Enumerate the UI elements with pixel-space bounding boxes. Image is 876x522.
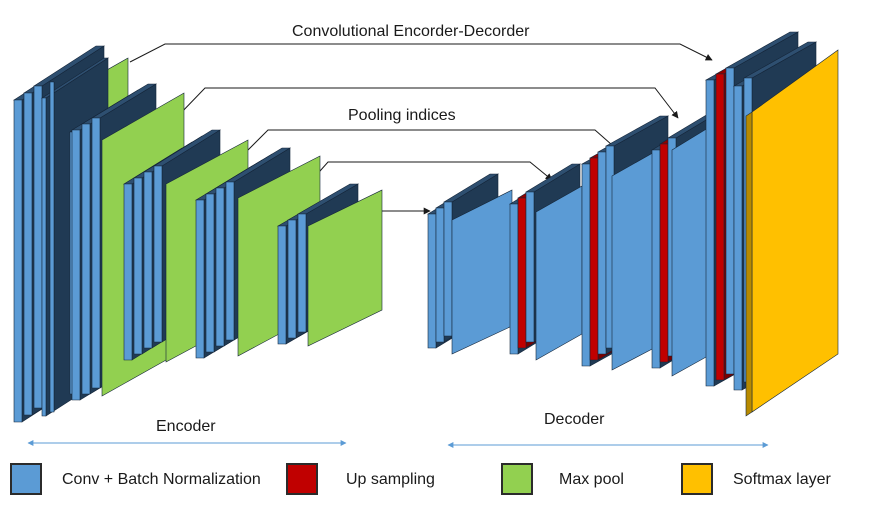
enc4-conv-2-front: [215, 187, 225, 347]
enc3-conv-2-front: [143, 171, 153, 349]
dec1-conv-2-front: [443, 201, 453, 337]
dec3-layer-2-front: [597, 151, 607, 355]
dec2-layer-2-front: [525, 191, 535, 343]
dec2-layer-1-front: [517, 197, 527, 349]
dec5-layer-1-front: [715, 73, 725, 381]
skip-arrow-2: [177, 87, 679, 119]
skip-arrow-4: [311, 161, 553, 181]
enc4-conv-0-front: [195, 199, 205, 359]
enc2-conv-3-front: [91, 117, 101, 389]
enc5-conv-2-front: [297, 213, 307, 333]
dec4-layer-1-front: [659, 143, 669, 363]
enc1-edge-front: [49, 81, 55, 413]
dec3-conv-face: [611, 149, 659, 371]
dec2-conv-face: [535, 185, 583, 361]
enc3-conv-0-front: [123, 183, 133, 361]
legend-swatch-maxpool: [501, 463, 533, 495]
pooling-indices-label: Pooling indices: [348, 107, 456, 124]
skip-arrow-1: [129, 43, 713, 63]
dec2-layer-0-front: [509, 203, 519, 355]
enc1-conv-0-front: [13, 99, 23, 423]
dec1-conv-0-front: [427, 213, 437, 349]
dec5-layer-0-front: [705, 79, 715, 387]
enc1-conv-2-front: [33, 85, 43, 409]
dec3-layer-1-front: [589, 157, 599, 361]
dec5-layer-2-front: [725, 67, 735, 375]
skip-arrow-3: [247, 129, 621, 153]
encoder-label: Encoder: [156, 418, 216, 435]
legend-swatch-softmax: [681, 463, 713, 495]
dec4-conv-face: [671, 127, 709, 377]
legend-label-upsampling: Up sampling: [346, 471, 435, 488]
enc5-conv-1-front: [287, 219, 297, 339]
enc5-conv-0-front: [277, 225, 287, 345]
legend-label-conv: Conv + Batch Normalization: [62, 471, 261, 488]
legend-label-maxpool: Max pool: [559, 471, 624, 488]
legend-label-softmax: Softmax layer: [733, 471, 831, 488]
dec1-conv-1-front: [435, 207, 445, 343]
enc3-conv-1-front: [133, 177, 143, 355]
legend-swatch-upsampling: [286, 463, 318, 495]
enc1-conv-1-front: [23, 92, 33, 416]
dec4-layer-0-front: [651, 149, 661, 369]
decoder-label: Decoder: [544, 411, 605, 428]
legend-swatch-conv: [10, 463, 42, 495]
enc1-conv-3-front: [41, 97, 47, 417]
dec5-layer-3-front: [733, 85, 743, 391]
dec3-layer-0-front: [581, 163, 591, 367]
enc2-conv-2-front: [81, 123, 91, 395]
enc4-conv-3-front: [225, 181, 235, 341]
enc2-conv-1-front: [71, 129, 81, 401]
network-blocks: [12, 31, 839, 423]
enc3-conv-3-front: [153, 165, 163, 343]
title-label: Convolutional Encorder-Decorder: [292, 23, 530, 40]
softmax-face: [751, 49, 839, 413]
enc5-pool-face: [307, 189, 383, 347]
softmax-edge: [745, 111, 753, 417]
enc4-conv-1-front: [205, 193, 215, 353]
